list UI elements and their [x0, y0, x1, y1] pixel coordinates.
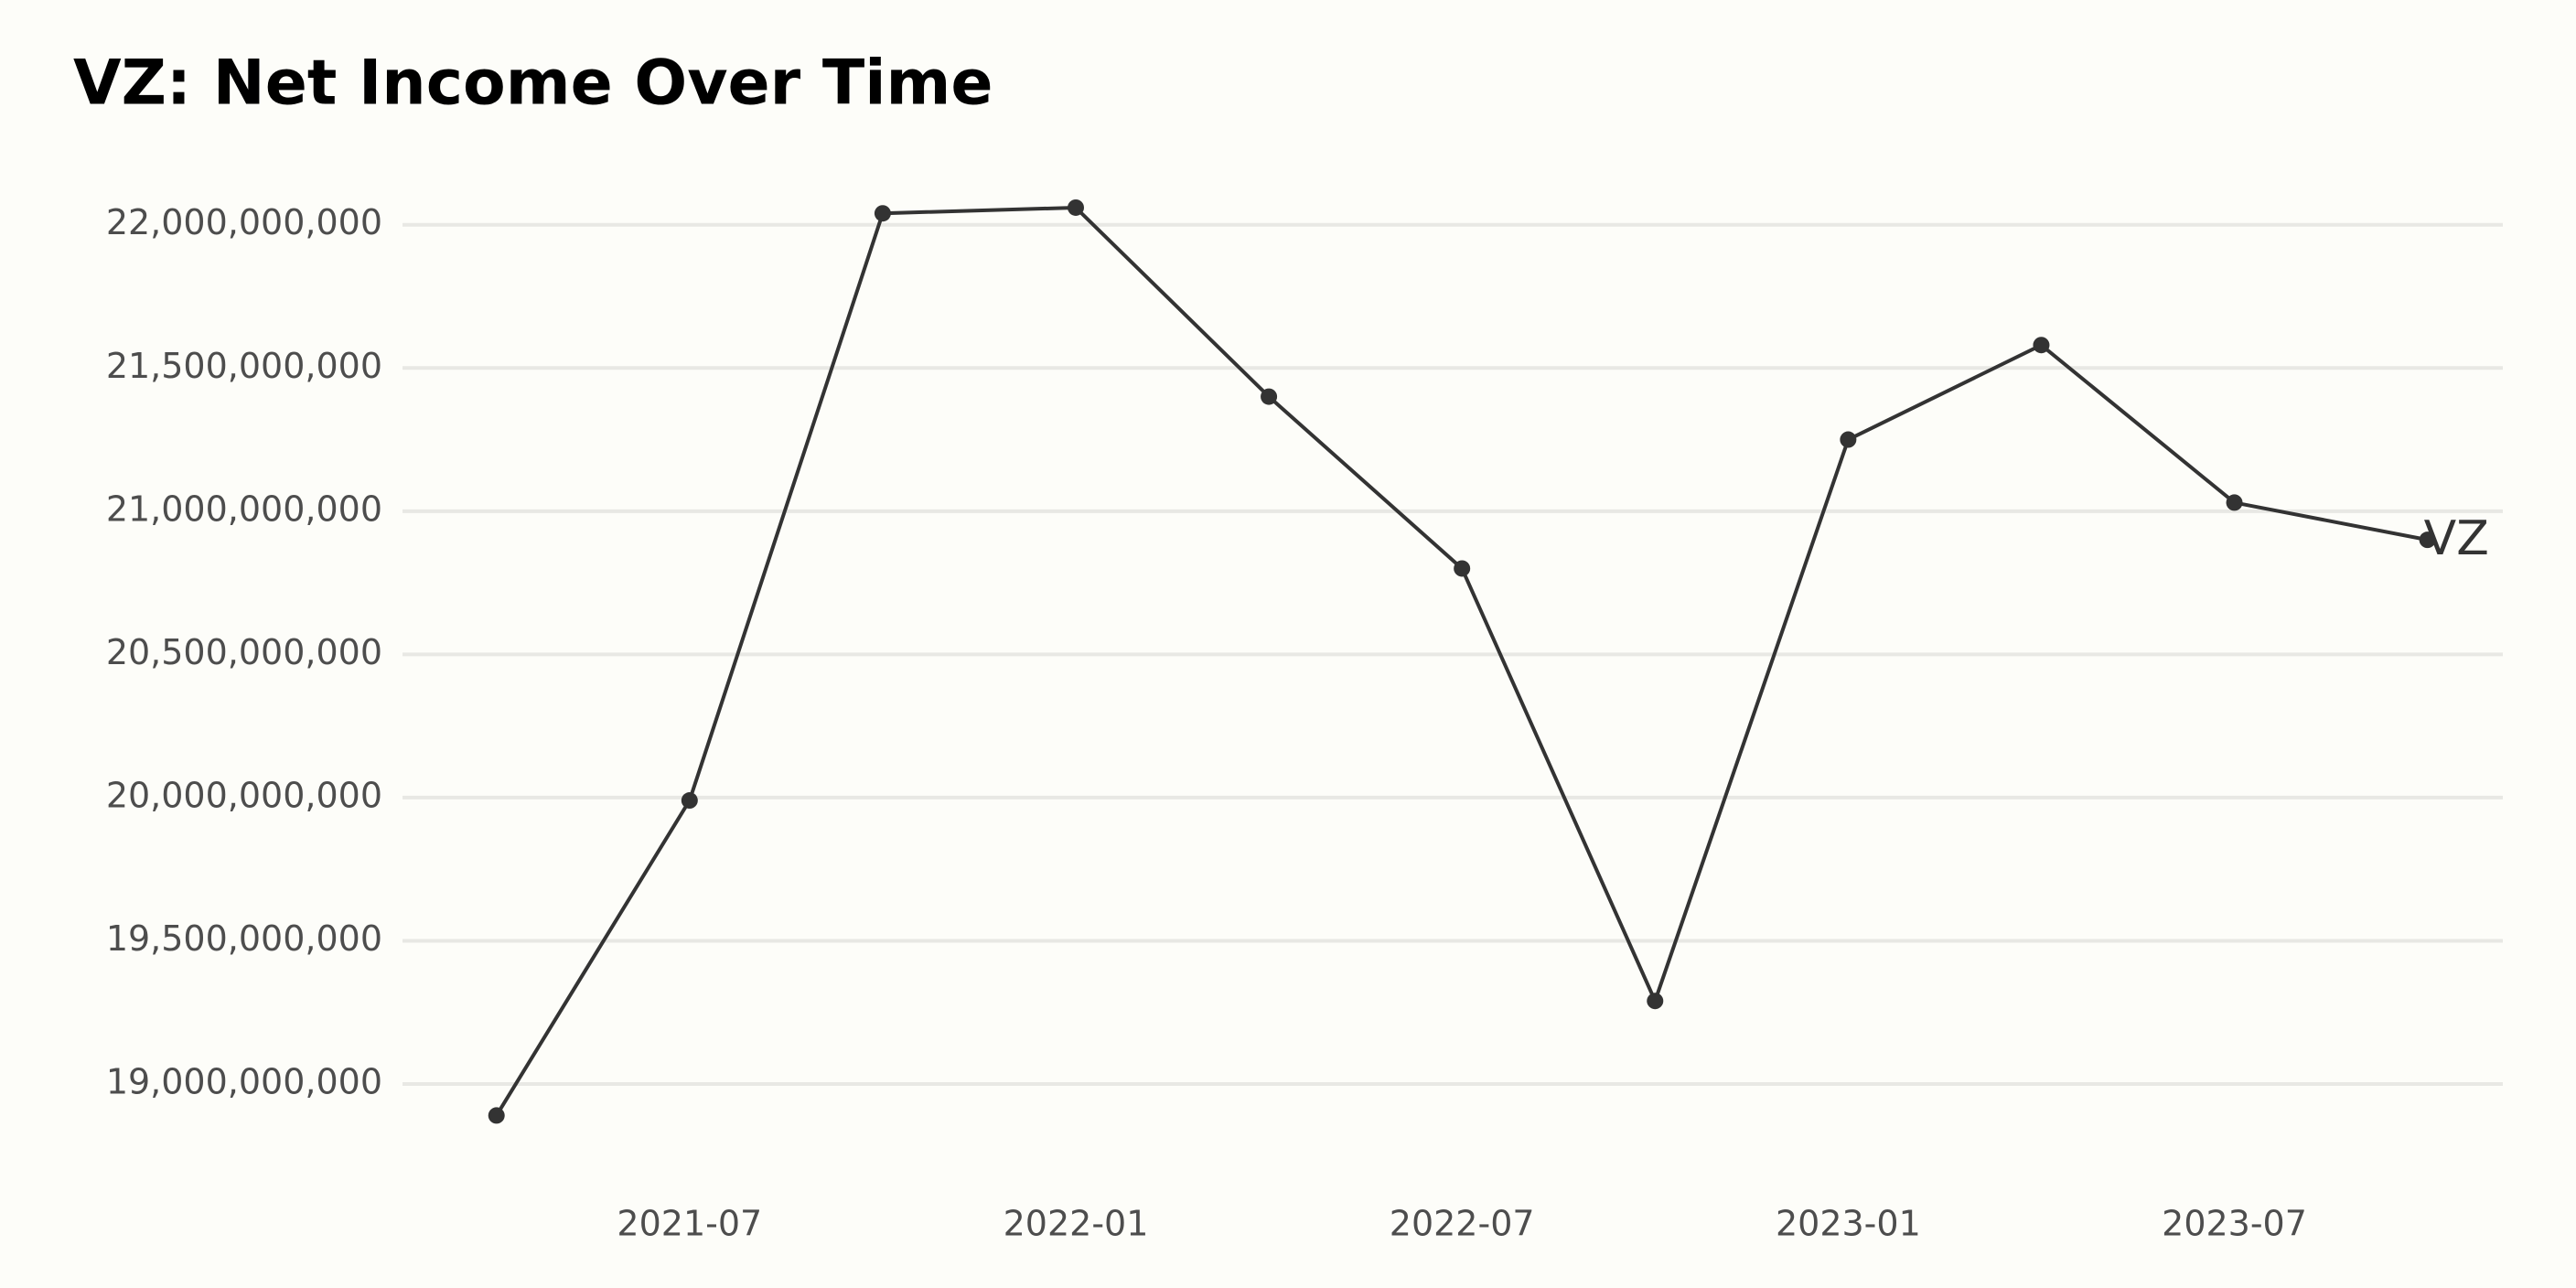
point [2419, 531, 2436, 549]
y-tick-label: 21,500,000,000 [106, 346, 382, 386]
chart-title: VZ: Net Income Over Time [73, 48, 993, 120]
y-tick-label: 19,000,000,000 [106, 1061, 382, 1101]
point [681, 792, 698, 810]
y-tick-label: 20,500,000,000 [106, 632, 382, 672]
x-tick-label: 2022-07 [1390, 1204, 1535, 1244]
y-tick-label: 19,500,000,000 [106, 918, 382, 959]
point [488, 1107, 505, 1124]
y-tick-label: 20,000,000,000 [106, 775, 382, 815]
point [1068, 199, 1084, 216]
x-tick-label: 2022-01 [1004, 1204, 1149, 1244]
point [1840, 431, 1857, 448]
point [874, 205, 891, 222]
point [2033, 337, 2050, 354]
x-tick-label: 2023-01 [1776, 1204, 1921, 1244]
point [1647, 993, 1664, 1010]
y-tick-label: 21,000,000,000 [106, 488, 382, 529]
x-tick-label: 2021-07 [617, 1204, 762, 1244]
series-label: VZ [2424, 511, 2489, 566]
point [2226, 494, 2243, 511]
point [1454, 560, 1471, 577]
y-tick-label: 22,000,000,000 [106, 202, 382, 242]
point [1261, 388, 1278, 405]
x-tick-label: 2023-07 [2162, 1204, 2307, 1244]
